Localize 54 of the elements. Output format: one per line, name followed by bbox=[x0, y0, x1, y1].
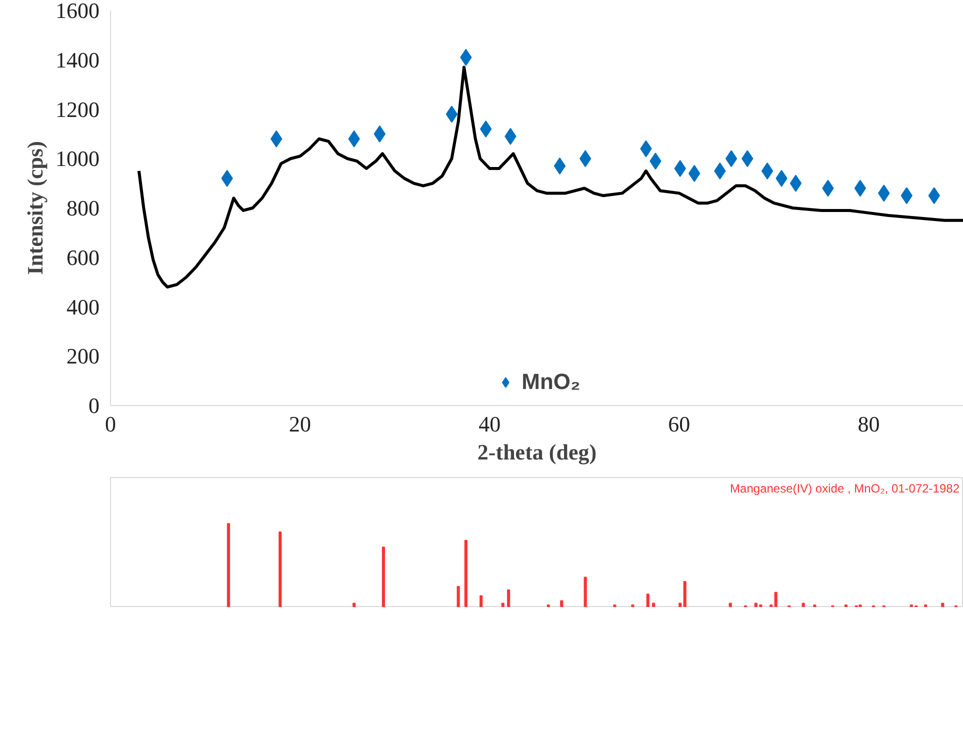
bar bbox=[770, 604, 773, 607]
bar bbox=[646, 594, 650, 607]
x-tick-label: 40 bbox=[478, 412, 501, 436]
y-axis-title: Intensity (cps) bbox=[22, 141, 48, 275]
legend-label: MnO₂ bbox=[522, 369, 580, 395]
bar bbox=[464, 540, 468, 607]
x-axis-title: 2-theta (deg) bbox=[477, 440, 597, 464]
point bbox=[674, 160, 686, 177]
point bbox=[790, 174, 802, 192]
y-tick-label: 1400 bbox=[56, 47, 100, 72]
bar bbox=[382, 546, 386, 607]
x-tick-label: 20 bbox=[289, 412, 312, 436]
point bbox=[854, 180, 866, 197]
bar bbox=[456, 586, 460, 607]
x-tick-label: 80 bbox=[858, 412, 880, 436]
bar bbox=[728, 602, 732, 607]
x-tick-label: 0 bbox=[105, 412, 116, 436]
text: Manganese(IV) oxide , MnO₂, 01-072-1982 bbox=[730, 482, 960, 496]
y-tick-label: 1600 bbox=[56, 0, 100, 23]
point bbox=[480, 120, 492, 138]
bar bbox=[941, 602, 944, 607]
y-tick-label: 800 bbox=[66, 196, 100, 220]
bar bbox=[802, 602, 805, 607]
bar bbox=[683, 581, 686, 607]
point bbox=[446, 106, 458, 123]
y-tick-label: 1000 bbox=[56, 146, 100, 172]
y-tick-label: 200 bbox=[66, 344, 100, 369]
point bbox=[554, 158, 566, 175]
bar bbox=[813, 604, 816, 607]
point bbox=[761, 162, 774, 180]
bar bbox=[507, 589, 510, 607]
x-tick-label: 60 bbox=[668, 412, 690, 436]
bar bbox=[480, 595, 483, 607]
bar bbox=[546, 604, 550, 607]
bar bbox=[631, 604, 634, 607]
bar bbox=[501, 602, 504, 607]
bar bbox=[226, 523, 230, 607]
y-tick-label: 600 bbox=[66, 244, 100, 270]
bar bbox=[652, 602, 656, 607]
bar bbox=[774, 592, 778, 607]
bar bbox=[278, 532, 282, 607]
bar bbox=[858, 604, 862, 607]
point bbox=[725, 150, 738, 168]
y-tick-label: 400 bbox=[66, 294, 100, 320]
bar bbox=[844, 604, 848, 607]
bar bbox=[560, 600, 564, 607]
bar bbox=[678, 602, 682, 607]
y-tick-label: 1200 bbox=[56, 96, 100, 122]
line-series bbox=[137, 66, 963, 288]
bar bbox=[613, 604, 616, 607]
y-tick-label: 0 bbox=[88, 393, 100, 418]
bar bbox=[924, 604, 928, 607]
bar bbox=[352, 602, 356, 607]
bar bbox=[584, 576, 587, 607]
